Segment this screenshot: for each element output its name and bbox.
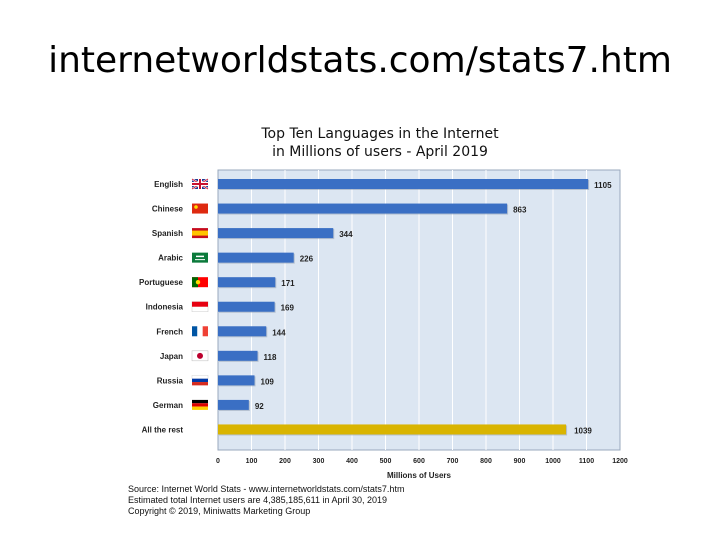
x-tick-label: 900 bbox=[514, 458, 526, 465]
portugal-flag-icon bbox=[192, 277, 208, 288]
category-label: Chinese bbox=[152, 205, 184, 214]
bar bbox=[218, 277, 276, 288]
spain-flag-icon bbox=[192, 228, 208, 239]
bar bbox=[218, 399, 249, 410]
bar bbox=[218, 301, 275, 312]
category-label: French bbox=[156, 327, 183, 336]
source-line-3: Copyright © 2019, Miniwatts Marketing Gr… bbox=[128, 506, 311, 516]
category-label: German bbox=[153, 401, 183, 410]
category-label: Arabic bbox=[158, 254, 183, 263]
germany-flag-icon bbox=[192, 399, 208, 410]
category-label: Portuguese bbox=[139, 278, 184, 287]
uk-flag-icon bbox=[191, 178, 209, 190]
x-tick-label: 500 bbox=[380, 458, 392, 465]
france-flag-icon bbox=[192, 326, 208, 337]
data-label: 1105 bbox=[594, 181, 612, 190]
bar bbox=[218, 375, 255, 386]
category-label: Russia bbox=[157, 376, 184, 385]
source-line-2: Estimated total Internet users are 4,385… bbox=[128, 495, 388, 505]
x-axis-label: Millions of Users bbox=[387, 471, 452, 480]
x-tick-label: 0 bbox=[216, 458, 220, 465]
chart-title: Top Ten Languages in the Internet bbox=[261, 126, 499, 142]
russia-flag-icon bbox=[191, 375, 209, 386]
x-tick-label: 600 bbox=[413, 458, 425, 465]
saudi-flag-icon bbox=[192, 252, 208, 263]
x-tick-label: 200 bbox=[279, 458, 291, 465]
data-label: 169 bbox=[281, 304, 295, 313]
category-label: Indonesia bbox=[146, 303, 184, 312]
x-tick-label: 800 bbox=[480, 458, 492, 465]
data-label: 171 bbox=[281, 279, 295, 288]
bar bbox=[218, 350, 258, 361]
data-label: 344 bbox=[339, 230, 353, 239]
category-label: All the rest bbox=[142, 425, 184, 434]
x-tick-label: 1200 bbox=[612, 458, 628, 465]
slide-title: internetworldstats.com/stats7.htm bbox=[48, 40, 672, 81]
bar bbox=[218, 179, 589, 189]
chart-subtitle: in Millions of users - April 2019 bbox=[272, 144, 488, 160]
category-label: English bbox=[154, 180, 183, 189]
data-label: 144 bbox=[272, 328, 286, 337]
data-label: 118 bbox=[264, 353, 277, 362]
bar bbox=[218, 424, 567, 435]
x-tick-label: 300 bbox=[313, 458, 325, 465]
x-tick-label: 1100 bbox=[579, 458, 594, 465]
data-label: 92 bbox=[255, 402, 264, 411]
category-label: Japan bbox=[160, 352, 183, 361]
indonesia-flag-icon bbox=[191, 301, 209, 312]
category-label: Spanish bbox=[152, 229, 183, 238]
data-label: 109 bbox=[261, 377, 275, 386]
bar bbox=[218, 228, 334, 239]
data-label: 863 bbox=[513, 206, 527, 215]
bar bbox=[218, 252, 294, 263]
x-tick-label: 100 bbox=[246, 458, 258, 465]
data-label: 226 bbox=[300, 255, 314, 264]
x-tick-label: 400 bbox=[346, 458, 358, 465]
x-tick-label: 700 bbox=[447, 458, 459, 465]
data-label: 1039 bbox=[574, 426, 592, 435]
source-line-1: Source: Internet World Stats - www.inter… bbox=[128, 484, 405, 494]
japan-flag-icon bbox=[191, 350, 209, 362]
bar bbox=[218, 203, 508, 214]
china-flag-icon bbox=[192, 203, 208, 214]
x-tick-label: 1000 bbox=[545, 458, 561, 465]
bar bbox=[218, 326, 267, 337]
